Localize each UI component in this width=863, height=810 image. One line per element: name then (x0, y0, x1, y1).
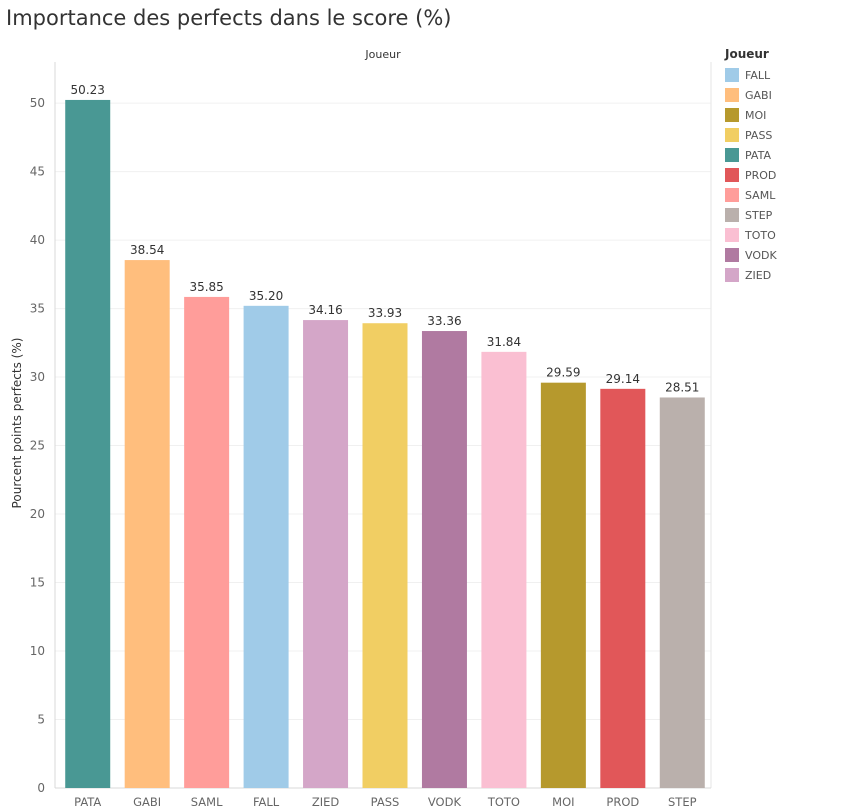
bar-gabi[interactable] (124, 260, 170, 788)
legend-swatch (725, 248, 739, 262)
data-label-vodk: 33.36 (427, 314, 461, 328)
y-tick-label: 25 (30, 439, 45, 453)
data-label-toto: 31.84 (487, 335, 521, 349)
legend-item-step[interactable]: STEP (725, 205, 855, 225)
legend-swatch (725, 208, 739, 222)
legend-item-moi[interactable]: MOI (725, 105, 855, 125)
y-axis-title: Pourcent points perfects (%) (10, 338, 24, 509)
data-labels: 50.23 38.54 35.85 35.20 34.16 33.93 33.36 31.84… (71, 83, 700, 395)
legend-swatch (725, 168, 739, 182)
y-tick-label: 40 (30, 233, 45, 247)
legend-items: FALL GABI MOI PASS PATA PROD SAML STEP TOTO VODK Z… (725, 65, 855, 285)
data-label-moi: 29.59 (546, 366, 580, 380)
y-tick-label: 10 (30, 644, 45, 658)
legend-label: TOTO (745, 228, 776, 242)
x-tick-label-step: STEP (668, 795, 697, 809)
y-tick-label: 30 (30, 370, 45, 384)
legend-swatch (725, 128, 739, 142)
legend-label: FALL (745, 68, 771, 82)
x-tick-labels: PATA GABI SAML FALL ZIED PASS VODK TOTO MOI PROD S… (74, 795, 696, 809)
legend-label: PATA (745, 148, 771, 162)
legend-swatch (725, 148, 739, 162)
legend-item-toto[interactable]: TOTO (725, 225, 855, 245)
legend-swatch (725, 188, 739, 202)
x-tick-label-zied: ZIED (312, 795, 340, 809)
legend-label: STEP (745, 208, 773, 222)
y-tick-label: 35 (30, 302, 45, 316)
legend-item-pata[interactable]: PATA (725, 145, 855, 165)
bar-toto[interactable] (481, 351, 527, 788)
column-header: Joueur (364, 48, 401, 61)
legend-label: PASS (745, 128, 773, 142)
chart-title: Importance des perfects dans le score (%… (6, 6, 452, 30)
legend-item-saml[interactable]: SAML (725, 185, 855, 205)
bar-fall[interactable] (243, 305, 289, 788)
legend: Joueur FALL GABI MOI PASS PATA PROD SAML STEP TO… (725, 47, 855, 285)
data-label-pass: 33.93 (368, 306, 402, 320)
x-tick-label-vodk: VODK (428, 795, 462, 809)
legend-item-fall[interactable]: FALL (725, 65, 855, 85)
legend-swatch (725, 108, 739, 122)
bar-prod[interactable] (600, 388, 646, 788)
y-tick-label: 0 (37, 781, 45, 795)
data-label-zied: 34.16 (308, 303, 342, 317)
data-label-prod: 29.14 (606, 372, 640, 386)
bar-pata[interactable] (65, 99, 111, 788)
x-tick-label-pass: PASS (371, 795, 400, 809)
legend-label: GABI (745, 88, 772, 102)
legend-item-pass[interactable]: PASS (725, 125, 855, 145)
legend-swatch (725, 268, 739, 282)
legend-swatch (725, 88, 739, 102)
legend-label: VODK (745, 248, 777, 262)
legend-item-gabi[interactable]: GABI (725, 85, 855, 105)
bar-saml[interactable] (184, 296, 230, 788)
legend-label: SAML (745, 188, 776, 202)
data-label-pata: 50.23 (71, 83, 105, 97)
x-tick-label-gabi: GABI (133, 795, 161, 809)
data-label-fall: 35.20 (249, 289, 283, 303)
y-tick-label: 45 (30, 165, 45, 179)
legend-item-prod[interactable]: PROD (725, 165, 855, 185)
legend-swatch (725, 68, 739, 82)
x-tick-label-saml: SAML (191, 795, 223, 809)
bar-zied[interactable] (303, 320, 349, 788)
legend-label: ZIED (745, 268, 772, 282)
legend-title: Joueur (725, 47, 769, 61)
data-label-saml: 35.85 (189, 280, 223, 294)
y-tick-label: 15 (30, 576, 45, 590)
bar-moi[interactable] (540, 382, 586, 788)
bars (65, 99, 705, 788)
y-tick-labels: 0 5 10 15 20 25 30 35 40 45 50 (30, 96, 45, 795)
legend-swatch (725, 228, 739, 242)
y-tick-label: 20 (30, 507, 45, 521)
data-label-step: 28.51 (665, 380, 699, 394)
x-tick-label-fall: FALL (253, 795, 280, 809)
data-label-gabi: 38.54 (130, 243, 164, 257)
legend-item-zied[interactable]: ZIED (725, 265, 855, 285)
y-tick-label: 50 (30, 96, 45, 110)
bar-vodk[interactable] (421, 331, 467, 788)
bar-step[interactable] (659, 397, 705, 788)
x-tick-label-toto: TOTO (487, 795, 520, 809)
x-tick-label-pata: PATA (74, 795, 101, 809)
legend-label: MOI (745, 108, 767, 122)
y-tick-label: 5 (37, 713, 45, 727)
x-tick-label-moi: MOI (552, 795, 574, 809)
legend-item-vodk[interactable]: VODK (725, 245, 855, 265)
legend-label: PROD (745, 168, 777, 182)
bar-pass[interactable] (362, 323, 408, 788)
x-tick-label-prod: PROD (606, 795, 639, 809)
